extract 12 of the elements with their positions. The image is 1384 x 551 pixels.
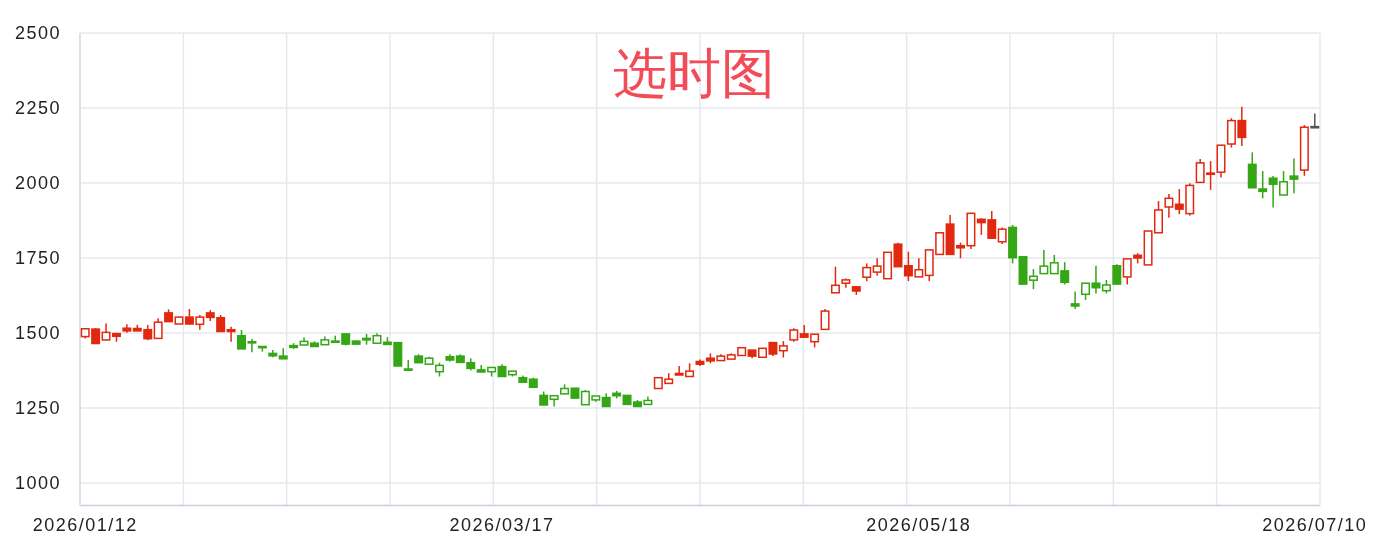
chart-title: 选时图	[613, 43, 775, 103]
y-tick-label: 1750	[14, 248, 61, 268]
x-tick-label: 2026/07/10	[1262, 515, 1368, 535]
y-tick-label: 1500	[14, 323, 61, 343]
y-tick-label: 2000	[14, 173, 61, 193]
x-tick-label: 2026/05/18	[866, 515, 972, 535]
y-tick-label: 1250	[14, 398, 61, 418]
y-tick-label: 2250	[14, 98, 61, 118]
y-tick-label: 2500	[14, 23, 61, 43]
x-tick-label: 2026/03/17	[449, 515, 555, 535]
y-tick-label: 1000	[14, 473, 61, 493]
x-tick-label: 2026/01/12	[32, 515, 138, 535]
